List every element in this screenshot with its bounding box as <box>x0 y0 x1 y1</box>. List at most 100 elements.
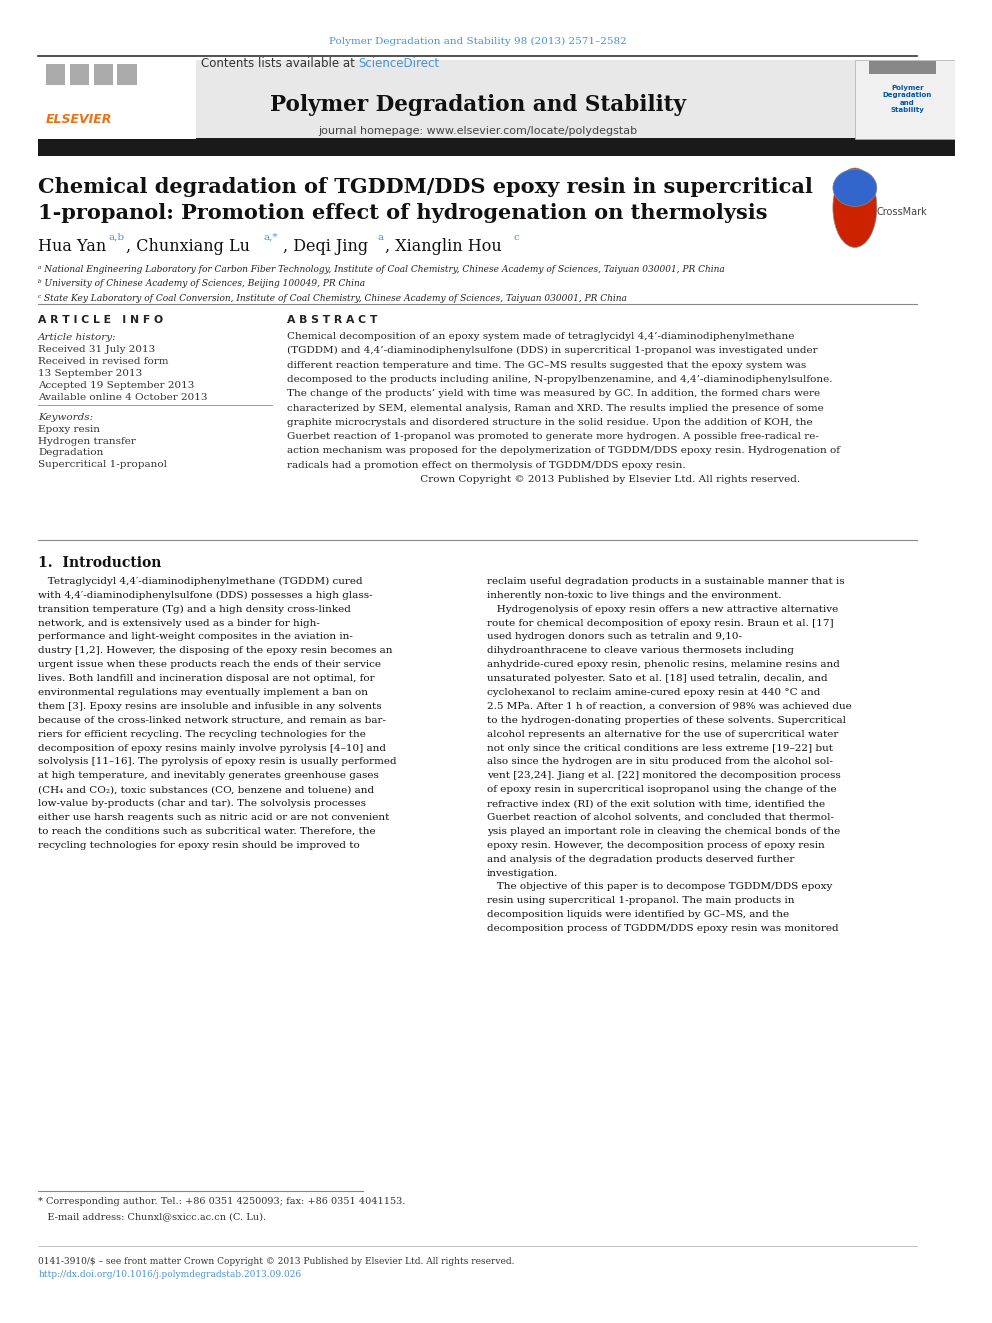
Text: The change of the products’ yield with time was measured by GC. In addition, the: The change of the products’ yield with t… <box>287 389 819 398</box>
Text: them [3]. Epoxy resins are insoluble and infusible in any solvents: them [3]. Epoxy resins are insoluble and… <box>39 701 382 710</box>
Text: , Deqi Jing: , Deqi Jing <box>283 238 368 255</box>
Text: Supercritical 1-propanol: Supercritical 1-propanol <box>39 460 168 470</box>
Text: Received in revised form: Received in revised form <box>39 357 169 366</box>
Text: decomposition of epoxy resins mainly involve pyrolysis [4–10] and: decomposition of epoxy resins mainly inv… <box>39 744 386 753</box>
Text: ysis played an important role in cleaving the chemical bonds of the: ysis played an important role in cleavin… <box>487 827 840 836</box>
Text: alcohol represents an alternative for the use of supercritical water: alcohol represents an alternative for th… <box>487 729 838 738</box>
Text: low-value by-products (char and tar). The solvolysis processes: low-value by-products (char and tar). Th… <box>39 799 366 808</box>
Text: used hydrogen donors such as tetralin and 9,10-: used hydrogen donors such as tetralin an… <box>487 632 742 642</box>
Text: The objective of this paper is to decompose TGDDM/DDS epoxy: The objective of this paper is to decomp… <box>487 882 832 892</box>
Text: also since the hydrogen are in situ produced from the alcohol sol-: also since the hydrogen are in situ prod… <box>487 757 833 766</box>
Text: 13 September 2013: 13 September 2013 <box>39 369 143 378</box>
Text: at high temperature, and inevitably generates greenhouse gases: at high temperature, and inevitably gene… <box>39 771 379 781</box>
Text: * Corresponding author. Tel.: +86 0351 4250093; fax: +86 0351 4041153.: * Corresponding author. Tel.: +86 0351 4… <box>39 1197 406 1207</box>
Bar <box>39 60 855 139</box>
Text: riers for efficient recycling. The recycling technologies for the: riers for efficient recycling. The recyc… <box>39 729 366 738</box>
Text: urgent issue when these products reach the ends of their service: urgent issue when these products reach t… <box>39 660 381 669</box>
Text: Chemical degradation of TGDDM/DDS epoxy resin in supercritical
1-propanol: Promo: Chemical degradation of TGDDM/DDS epoxy … <box>39 177 813 222</box>
Text: decomposition process of TGDDM/DDS epoxy resin was monitored: decomposition process of TGDDM/DDS epoxy… <box>487 923 839 933</box>
Text: CrossMark: CrossMark <box>877 206 928 217</box>
Ellipse shape <box>833 168 877 247</box>
Text: Available online 4 October 2013: Available online 4 October 2013 <box>39 393 207 402</box>
Text: E-mail address: Chunxl@sxicc.ac.cn (C. Lu).: E-mail address: Chunxl@sxicc.ac.cn (C. L… <box>39 1212 266 1221</box>
Text: c: c <box>514 233 520 242</box>
Text: Accepted 19 September 2013: Accepted 19 September 2013 <box>39 381 194 390</box>
Text: http://dx.doi.org/10.1016/j.polymdegradstab.2013.09.026: http://dx.doi.org/10.1016/j.polymdegrads… <box>39 1270 302 1279</box>
Text: Polymer
Degradation
and
Stability: Polymer Degradation and Stability <box>883 85 932 114</box>
Text: Polymer Degradation and Stability 98 (2013) 2571–2582: Polymer Degradation and Stability 98 (20… <box>328 37 627 46</box>
Text: ELSEVIER: ELSEVIER <box>46 112 112 126</box>
Text: solvolysis [11–16]. The pyrolysis of epoxy resin is usually performed: solvolysis [11–16]. The pyrolysis of epo… <box>39 757 397 766</box>
Text: to the hydrogen-donating properties of these solvents. Supercritical: to the hydrogen-donating properties of t… <box>487 716 846 725</box>
Text: because of the cross-linked network structure, and remain as bar-: because of the cross-linked network stru… <box>39 716 386 725</box>
Text: a,b: a,b <box>109 233 125 242</box>
Text: 0141-3910/$ – see front matter Crown Copyright © 2013 Published by Elsevier Ltd.: 0141-3910/$ – see front matter Crown Cop… <box>39 1257 515 1266</box>
Text: dihydroanthracene to cleave various thermosets including: dihydroanthracene to cleave various ther… <box>487 646 795 655</box>
Text: 1.  Introduction: 1. Introduction <box>39 556 162 570</box>
Text: either use harsh reagents such as nitric acid or are not convenient: either use harsh reagents such as nitric… <box>39 812 390 822</box>
Text: lives. Both landfill and incineration disposal are not optimal, for: lives. Both landfill and incineration di… <box>39 673 375 683</box>
Text: epoxy resin. However, the decomposition process of epoxy resin: epoxy resin. However, the decomposition … <box>487 840 825 849</box>
Text: transition temperature (Tg) and a high density cross-linked: transition temperature (Tg) and a high d… <box>39 605 351 614</box>
Text: (TGDDM) and 4,4’-diaminodiphenylsulfone (DDS) in supercritical 1-propanol was in: (TGDDM) and 4,4’-diaminodiphenylsulfone … <box>287 347 817 356</box>
Text: ScienceDirect: ScienceDirect <box>358 57 439 70</box>
Text: reclaim useful degradation products in a sustainable manner that is: reclaim useful degradation products in a… <box>487 577 845 586</box>
Bar <box>855 60 955 139</box>
Text: Hua Yan: Hua Yan <box>39 238 106 255</box>
Text: characterized by SEM, elemental analysis, Raman and XRD. The results implied the: characterized by SEM, elemental analysis… <box>287 404 823 413</box>
Text: inherently non-toxic to live things and the environment.: inherently non-toxic to live things and … <box>487 590 782 599</box>
Text: cyclohexanol to reclaim amine-cured epoxy resin at 440 °C and: cyclohexanol to reclaim amine-cured epox… <box>487 688 820 697</box>
Text: investigation.: investigation. <box>487 868 558 877</box>
Text: a,*: a,* <box>264 233 278 242</box>
Bar <box>69 64 89 85</box>
Text: (CH₄ and CO₂), toxic substances (CO, benzene and toluene) and: (CH₄ and CO₂), toxic substances (CO, ben… <box>39 785 374 794</box>
Text: radicals had a promotion effect on thermolysis of TGDDM/DDS epoxy resin.: radicals had a promotion effect on therm… <box>287 460 685 470</box>
Text: A R T I C L E   I N F O: A R T I C L E I N F O <box>39 315 164 325</box>
Bar <box>869 61 936 74</box>
Text: resin using supercritical 1-propanol. The main products in: resin using supercritical 1-propanol. Th… <box>487 897 795 905</box>
Text: unsaturated polyester. Sato et al. [18] used tetralin, decalin, and: unsaturated polyester. Sato et al. [18] … <box>487 673 827 683</box>
Bar <box>46 64 64 85</box>
Text: Degradation: Degradation <box>39 448 103 458</box>
Text: , Xianglin Hou: , Xianglin Hou <box>385 238 502 255</box>
Text: environmental regulations may eventually implement a ban on: environmental regulations may eventually… <box>39 688 368 697</box>
Text: Hydrogenolysis of epoxy resin offers a new attractive alternative: Hydrogenolysis of epoxy resin offers a n… <box>487 605 838 614</box>
Text: with 4,4′-diaminodiphenylsulfone (DDS) possesses a high glass-: with 4,4′-diaminodiphenylsulfone (DDS) p… <box>39 590 373 599</box>
Text: vent [23,24]. Jiang et al. [22] monitored the decomposition process: vent [23,24]. Jiang et al. [22] monitore… <box>487 771 841 781</box>
Bar <box>117 64 137 85</box>
Text: ᵇ University of Chinese Academy of Sciences, Beijing 100049, PR China: ᵇ University of Chinese Academy of Scien… <box>39 279 365 288</box>
Text: 2.5 MPa. After 1 h of reaction, a conversion of 98% was achieved due: 2.5 MPa. After 1 h of reaction, a conver… <box>487 701 852 710</box>
Text: Polymer Degradation and Stability: Polymer Degradation and Stability <box>270 94 685 115</box>
Text: performance and light-weight composites in the aviation in-: performance and light-weight composites … <box>39 632 353 642</box>
Text: Epoxy resin: Epoxy resin <box>39 425 100 434</box>
Text: journal homepage: www.elsevier.com/locate/polydegstab: journal homepage: www.elsevier.com/locat… <box>318 126 637 136</box>
Bar <box>39 138 955 156</box>
Text: decomposed to the products including aniline, N-propylbenzenamine, and 4,4’-diam: decomposed to the products including ani… <box>287 374 832 384</box>
Text: ᵃ National Engineering Laboratory for Carbon Fiber Technology, Institute of Coal: ᵃ National Engineering Laboratory for Ca… <box>39 265 725 274</box>
Text: to reach the conditions such as subcritical water. Therefore, the: to reach the conditions such as subcriti… <box>39 827 376 836</box>
Text: ᶜ State Key Laboratory of Coal Conversion, Institute of Coal Chemistry, Chinese : ᶜ State Key Laboratory of Coal Conversio… <box>39 294 627 303</box>
Text: Hydrogen transfer: Hydrogen transfer <box>39 437 136 446</box>
Text: A B S T R A C T: A B S T R A C T <box>287 315 377 325</box>
Text: of epoxy resin in supercritical isopropanol using the change of the: of epoxy resin in supercritical isopropa… <box>487 785 837 794</box>
Text: action mechanism was proposed for the depolymerization of TGDDM/DDS epoxy resin.: action mechanism was proposed for the de… <box>287 446 839 455</box>
Text: decomposition liquids were identified by GC–MS, and the: decomposition liquids were identified by… <box>487 910 790 919</box>
Text: Received 31 July 2013: Received 31 July 2013 <box>39 345 156 355</box>
Text: dustry [1,2]. However, the disposing of the epoxy resin becomes an: dustry [1,2]. However, the disposing of … <box>39 646 393 655</box>
Text: Crown Copyright © 2013 Published by Elsevier Ltd. All rights reserved.: Crown Copyright © 2013 Published by Else… <box>287 475 800 484</box>
Text: refractive index (RI) of the exit solution with time, identified the: refractive index (RI) of the exit soluti… <box>487 799 825 808</box>
Bar <box>93 64 113 85</box>
Text: Tetraglycidyl 4,4′-diaminodiphenylmethane (TGDDM) cured: Tetraglycidyl 4,4′-diaminodiphenylmethan… <box>39 577 363 586</box>
Bar <box>39 60 195 139</box>
Text: network, and is extensively used as a binder for high-: network, and is extensively used as a bi… <box>39 618 320 627</box>
Text: recycling technologies for epoxy resin should be improved to: recycling technologies for epoxy resin s… <box>39 840 360 849</box>
Text: Article history:: Article history: <box>39 333 117 343</box>
Text: Guerbet reaction of alcohol solvents, and concluded that thermol-: Guerbet reaction of alcohol solvents, an… <box>487 812 834 822</box>
Ellipse shape <box>833 169 877 206</box>
Text: route for chemical decomposition of epoxy resin. Braun et al. [17]: route for chemical decomposition of epox… <box>487 618 833 627</box>
Text: not only since the critical conditions are less extreme [19–22] but: not only since the critical conditions a… <box>487 744 833 753</box>
Text: Contents lists available at: Contents lists available at <box>200 57 358 70</box>
Text: , Chunxiang Lu: , Chunxiang Lu <box>126 238 250 255</box>
Text: and analysis of the degradation products deserved further: and analysis of the degradation products… <box>487 855 795 864</box>
Text: Guerbet reaction of 1-propanol was promoted to generate more hydrogen. A possibl: Guerbet reaction of 1-propanol was promo… <box>287 433 818 441</box>
